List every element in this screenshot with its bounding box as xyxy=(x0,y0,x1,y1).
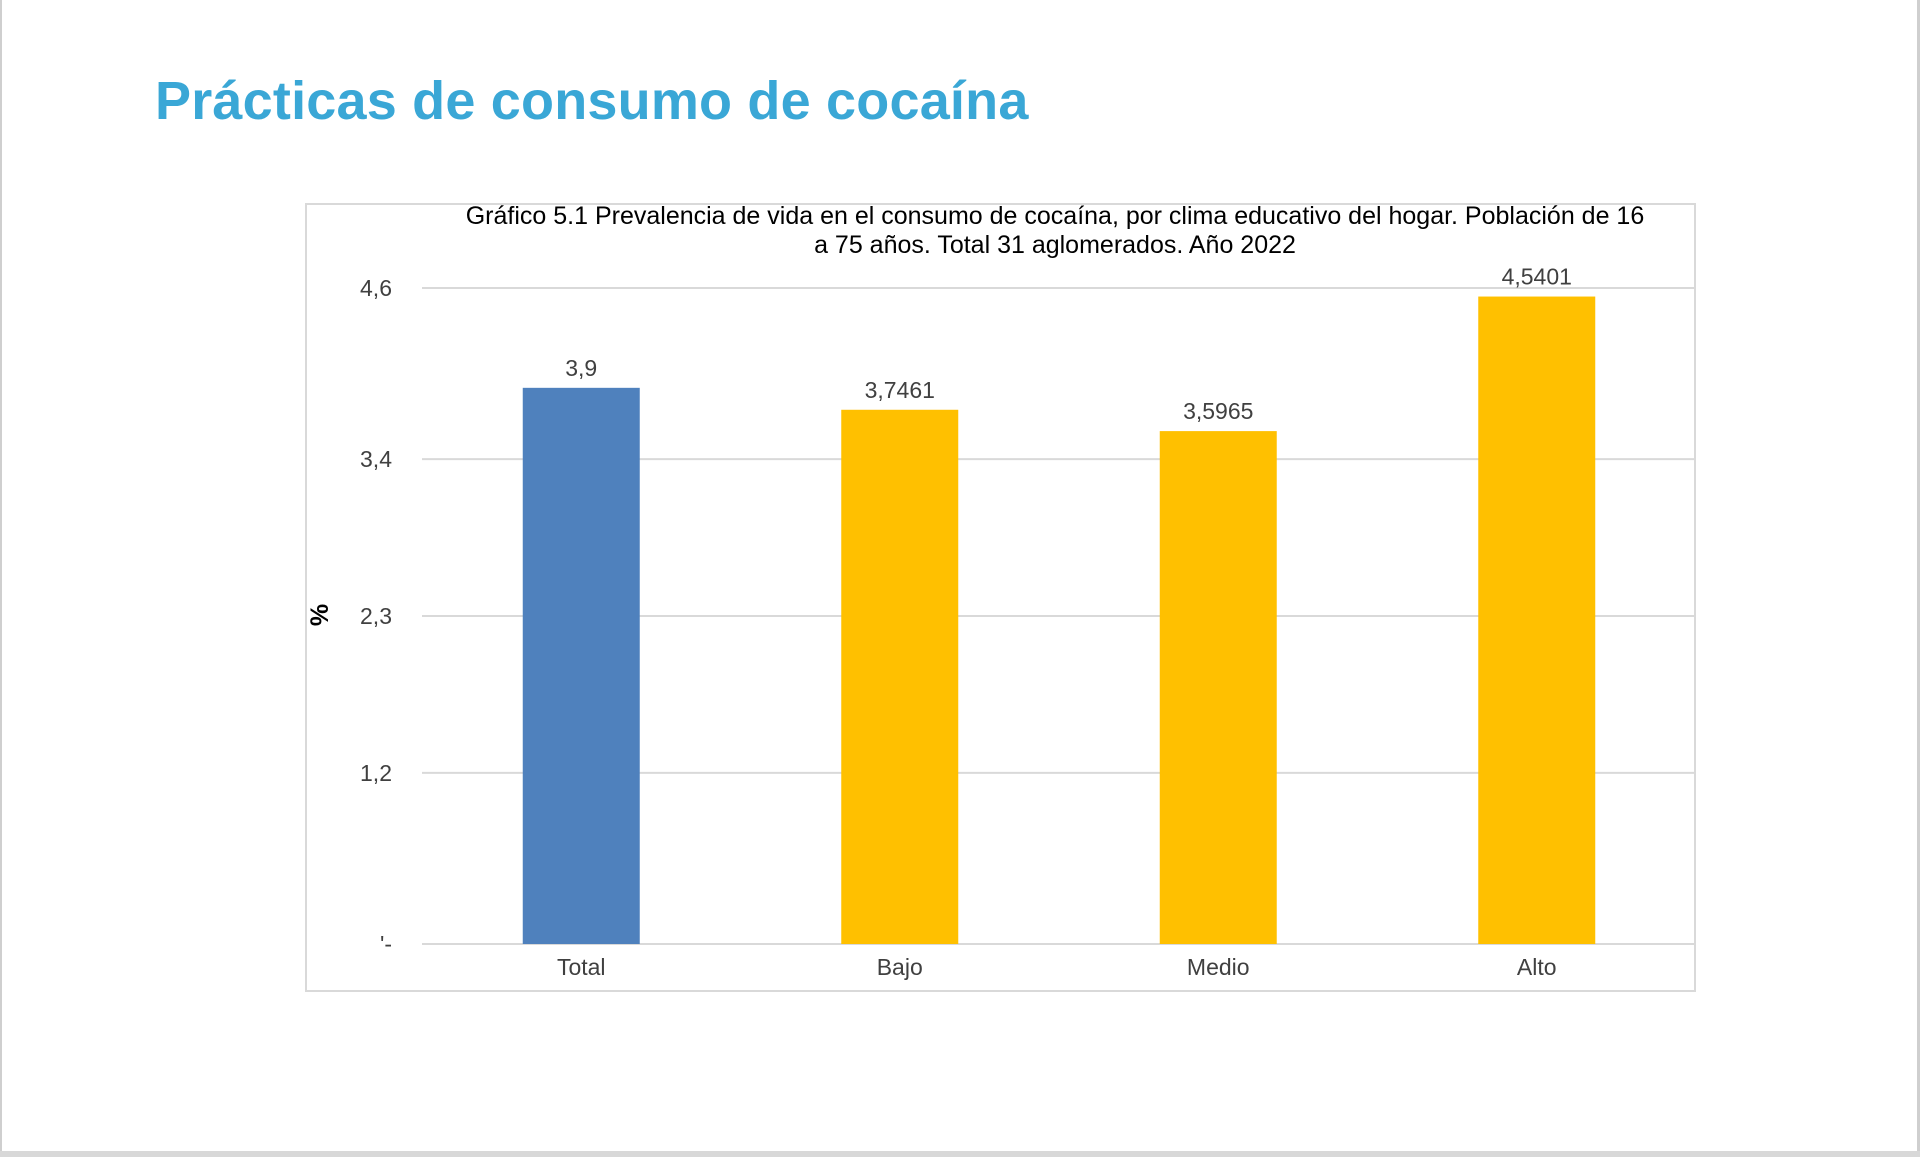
page-border-bottom xyxy=(0,1151,1920,1157)
y-tick-label: 3,4 xyxy=(360,446,392,472)
bar-bajo xyxy=(841,409,959,944)
chart-title: Gráfico 5.1 Prevalencia de vida en el co… xyxy=(410,202,1700,260)
x-tick-label: Medio xyxy=(1187,954,1250,980)
page-border-left xyxy=(0,0,2,1157)
bar-alto xyxy=(1478,296,1596,945)
y-tick-label: 4,6 xyxy=(360,275,392,301)
bar-medio xyxy=(1159,431,1277,945)
bar-total xyxy=(522,387,640,945)
chart-title-line-2: a 75 años. Total 31 aglomerados. Año 202… xyxy=(814,231,1296,259)
data-label: 4,5401 xyxy=(1502,264,1572,290)
x-tick-label: Total xyxy=(557,954,606,980)
chart-title-line-1: Gráfico 5.1 Prevalencia de vida en el co… xyxy=(465,202,1645,230)
y-tick-label: 2,3 xyxy=(360,603,392,629)
data-label: 3,5965 xyxy=(1183,398,1253,424)
y-tick-label: '- xyxy=(380,931,392,957)
data-label: 3,7461 xyxy=(865,377,935,403)
data-label: 3,9 xyxy=(565,355,597,381)
x-tick-label: Alto xyxy=(1517,954,1557,980)
y-tick-label: 1,2 xyxy=(360,760,392,786)
x-tick-label: Bajo xyxy=(877,954,923,980)
page-title: Prácticas de consumo de cocaína xyxy=(155,71,1029,131)
page-border-right xyxy=(1917,0,1920,1157)
